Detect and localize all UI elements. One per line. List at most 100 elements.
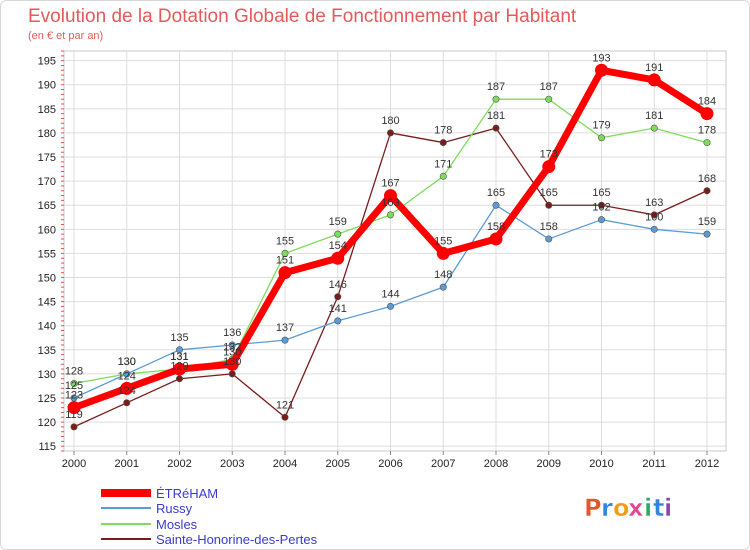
x-tick-label: 2008: [484, 458, 508, 470]
data-point: [225, 357, 239, 371]
data-label: 180: [381, 115, 399, 127]
data-label: 151: [276, 255, 294, 267]
data-label: 125: [65, 380, 83, 392]
data-labels: 123 124 131 130 151 154 167 155 158 173 193 191 184 1…: [65, 52, 716, 421]
data-point: [70, 423, 78, 431]
data-point: [597, 134, 605, 142]
data-point: [597, 216, 605, 224]
logo-letter: r: [601, 494, 613, 522]
data-point: [542, 160, 556, 174]
data-label: 144: [381, 288, 399, 300]
legend-label: Sainte-Honorine-des-Pertes: [156, 532, 318, 547]
series--tr-ham: [67, 63, 714, 415]
data-label: 141: [329, 303, 347, 315]
legend-item: Mosles: [101, 517, 198, 532]
data-label: 178: [434, 125, 452, 137]
data-label: 123: [65, 390, 83, 402]
data-point: [545, 235, 553, 243]
data-label: 168: [698, 173, 716, 185]
data-label: 167: [381, 178, 399, 190]
data-point: [281, 336, 289, 344]
data-point: [545, 95, 553, 103]
data-point: [281, 249, 289, 257]
data-label: 173: [540, 149, 558, 161]
data-point: [703, 139, 711, 147]
y-tick-label: 125: [38, 393, 56, 405]
data-label: 155: [434, 235, 452, 247]
chart-title: Evolution de la Dotation Globale de Fonc…: [28, 6, 577, 27]
data-label: 121: [276, 399, 294, 411]
data-point: [492, 95, 500, 103]
data-label: 163: [381, 197, 399, 209]
logo-letter: x: [628, 494, 644, 522]
y-tick-label: 115: [38, 441, 56, 453]
y-tick-label: 165: [38, 200, 56, 212]
legend-label: ÉTRéHAM: [156, 486, 218, 501]
y-tick-label: 140: [38, 321, 56, 333]
data-label: 135: [170, 332, 188, 344]
data-point: [281, 413, 289, 421]
data-label: 132: [223, 341, 241, 353]
data-label: 148: [434, 269, 452, 281]
data-point: [650, 225, 658, 233]
data-point: [384, 189, 397, 203]
data-label: 146: [329, 279, 347, 291]
legend-item: Russy: [101, 501, 193, 516]
data-point: [386, 302, 394, 310]
data-label: 187: [540, 81, 558, 93]
data-point: [228, 341, 236, 349]
data-point: [176, 375, 184, 383]
data-point: [334, 317, 342, 325]
data-point: [334, 293, 342, 301]
data-label: 187: [487, 81, 505, 93]
data-point: [123, 399, 131, 407]
data-point: [123, 370, 131, 378]
x-tick-label: 2009: [537, 458, 561, 470]
logo-letter: i: [664, 494, 672, 522]
x-tick-label: 2005: [326, 458, 350, 470]
data-label: 165: [540, 187, 558, 199]
data-label: 158: [487, 221, 505, 233]
y-tick-label: 175: [38, 152, 56, 164]
legend: ÉTRéHAMRussyMoslesSainte-Honorine-des-Pe…: [101, 486, 318, 547]
data-label: 130: [223, 356, 241, 368]
data-label: 184: [698, 96, 716, 108]
x-tick-label: 2007: [431, 458, 455, 470]
x-tick-label: 2004: [273, 458, 297, 470]
data-point: [228, 370, 236, 378]
data-point: [331, 251, 345, 265]
data-point: [650, 211, 658, 219]
data-point: [439, 172, 447, 180]
data-point: [703, 230, 711, 238]
legend-label: Mosles: [156, 517, 198, 532]
y-tick-label: 130: [38, 369, 56, 381]
data-point: [120, 381, 134, 395]
data-point: [70, 380, 78, 388]
data-point: [386, 129, 394, 137]
data-label: 130: [223, 346, 241, 358]
data-label: 124: [118, 385, 136, 397]
data-label: 162: [592, 202, 610, 214]
data-label: 181: [645, 110, 663, 122]
y-tick-label: 150: [38, 273, 56, 285]
y-tick-label: 180: [38, 128, 56, 140]
data-point: [386, 211, 394, 219]
series: [67, 63, 714, 431]
data-label: 159: [698, 216, 716, 228]
logo-letter: i: [644, 494, 652, 522]
data-label: 136: [223, 327, 241, 339]
y-tick-label: 135: [38, 345, 56, 357]
x-tick-label: 2000: [62, 458, 86, 470]
legend-label: Russy: [156, 501, 193, 516]
data-point: [700, 107, 714, 121]
data-point: [492, 124, 500, 132]
data-point: [334, 230, 342, 238]
y-tick-label: 155: [38, 248, 56, 260]
data-label: 128: [65, 366, 83, 378]
data-label: 165: [592, 187, 610, 199]
data-point: [436, 246, 450, 260]
axes: 115 120 125 130 135 140 145 150 155 160 165 170 175 1…: [38, 50, 719, 470]
x-tick-label: 2012: [695, 458, 719, 470]
data-label: 158: [540, 221, 558, 233]
